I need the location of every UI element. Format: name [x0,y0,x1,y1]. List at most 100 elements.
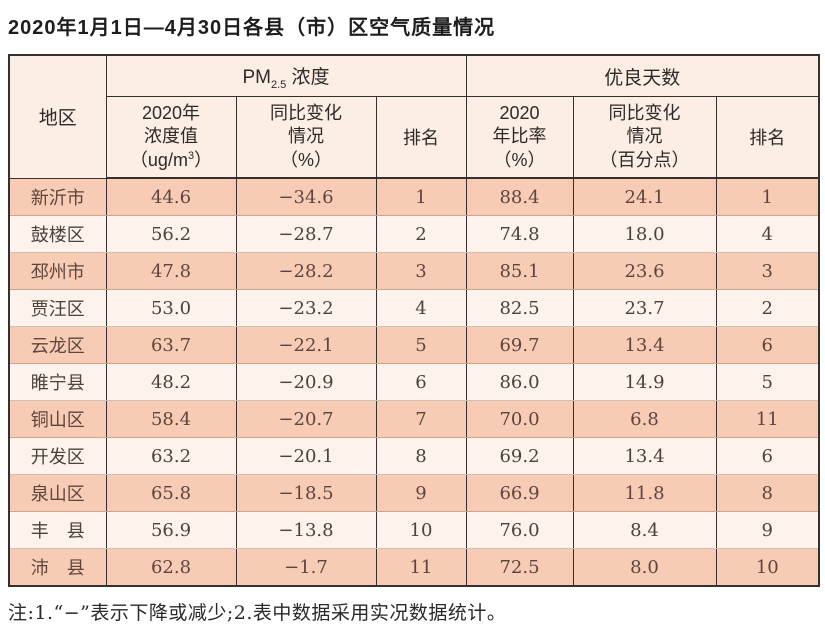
header-good-change-line2: 情况 [626,126,663,147]
table-row: 云龙区 63.7 −22.1 5 69.7 13.4 6 [8,326,820,364]
header-group-good-days: 优良天数 [465,55,820,97]
cell-good-change: 13.4 [572,326,716,364]
cell-pm-change: −20.7 [235,400,376,438]
cell-region: 铜山区 [8,400,106,438]
cell-good-rank: 4 [715,215,820,253]
cell-pm-rank: 6 [375,363,466,401]
header-good-change: 同比变化 情况 （百分点） [572,96,716,179]
cell-pm-change: −20.9 [235,363,376,401]
cell-pm-change: −13.8 [235,511,376,549]
cell-good-rank: 8 [715,474,820,512]
header-pm-change-line2: 情况 [288,126,324,147]
cell-pm-value: 63.7 [105,326,236,364]
cell-pm-value: 65.8 [105,474,236,512]
cell-pm-rank: 1 [375,178,466,216]
header-pm-value-line1: 2020年 [141,102,201,123]
cell-pm-value: 56.9 [105,511,236,549]
table-row: 开发区 63.2 −20.1 8 69.2 13.4 6 [8,437,820,475]
cell-pm-change: −20.1 [235,437,376,475]
cell-good-ratio: 82.5 [465,289,573,327]
cell-pm-change: −34.6 [235,178,376,216]
table-body: 新沂市 44.6 −34.6 1 88.4 24.1 1 鼓楼区 56.2 −28.7 2 74.8 1… [8,178,820,586]
unit-superscript: 3 [187,149,195,162]
header-sub-row: 2020年 浓度值 （ug/m3） 同比变化 情况 （%） 排名 2020 年比… [9,96,820,179]
cell-good-rank: 1 [715,178,820,216]
table-row: 铜山区 58.4 −20.7 7 70.0 6.8 11 [8,400,820,438]
cell-pm-rank: 8 [375,437,466,475]
cell-pm-change: −1.7 [235,548,376,586]
cell-good-ratio: 72.5 [465,548,573,586]
header-pm-change-line1: 同比变化 [270,102,342,123]
header-pm-value-line3: （ug/m3） [107,149,236,172]
cell-region: 丰 县 [8,511,106,549]
header-group-pm25: PM2.5 浓度 [105,55,466,97]
cell-region: 睢宁县 [8,363,106,401]
cell-pm-value: 62.8 [105,548,236,586]
cell-good-rank: 2 [715,289,820,327]
cell-region: 开发区 [8,437,106,475]
cell-good-ratio: 85.1 [465,252,573,290]
cell-good-ratio: 69.2 [465,437,573,475]
cell-good-rank: 5 [715,363,820,401]
pm25-label-main: PM [242,66,271,88]
header-pm-value-line2: 浓度值 [144,126,198,147]
header-good-ratio-line1: 2020 [499,102,540,123]
header-pm-value: 2020年 浓度值 （ug/m3） [105,96,236,179]
cell-good-ratio: 69.7 [465,326,573,364]
cell-region: 贾汪区 [8,289,106,327]
cell-good-change: 23.6 [572,252,716,290]
cell-region: 泉山区 [8,474,106,512]
header-good-change-line3: （百分点） [599,149,690,170]
table-row: 丰 县 56.9 −13.8 10 76.0 8.4 9 [8,511,820,549]
air-quality-table: 地区 PM2.5 浓度 优良天数 2020年 浓度值 （ug/m3） 同比变化 … [8,54,821,587]
cell-good-change: 13.4 [572,437,716,475]
cell-pm-rank: 11 [375,548,466,586]
footnote: 注:1.“−”表示下降或减少;2.表中数据采用实况数据统计。 [8,602,507,624]
table-row: 鼓楼区 56.2 −28.7 2 74.8 18.0 4 [8,215,820,253]
cell-good-change: 24.1 [572,178,716,216]
pm25-label-subscript: 2.5 [270,78,287,91]
table-row: 泉山区 65.8 −18.5 9 66.9 11.8 8 [8,474,820,512]
cell-region: 邳州市 [8,252,106,290]
header-group-row: 地区 PM2.5 浓度 优良天数 [8,55,820,179]
cell-good-change: 23.7 [572,289,716,327]
table-row: 睢宁县 48.2 −20.9 6 86.0 14.9 5 [8,363,820,401]
header-pm-rank: 排名 [375,96,466,179]
cell-pm-change: −18.5 [235,474,376,512]
pm25-label-rest: 浓度 [286,66,330,88]
cell-region: 新沂市 [8,178,106,216]
cell-pm-rank: 5 [375,326,466,364]
cell-pm-value: 58.4 [105,400,236,438]
cell-region: 沛 县 [8,548,106,586]
cell-good-ratio: 88.4 [465,178,573,216]
cell-pm-change: −28.7 [235,215,376,253]
cell-pm-value: 56.2 [105,215,236,253]
table-row: 贾汪区 53.0 −23.2 4 82.5 23.7 2 [8,289,820,327]
header-good-ratio: 2020 年比率 （%） [465,96,573,179]
cell-good-ratio: 66.9 [465,474,573,512]
cell-region: 云龙区 [8,326,106,364]
unit-text: （ug/m [129,149,188,170]
cell-good-change: 14.9 [572,363,716,401]
cell-good-rank: 6 [715,437,820,475]
cell-pm-rank: 3 [375,252,466,290]
cell-good-change: 8.0 [572,548,716,586]
cell-pm-value: 48.2 [105,363,236,401]
cell-pm-change: −28.2 [235,252,376,290]
table-row: 沛 县 62.8 −1.7 11 72.5 8.0 10 [8,548,820,586]
cell-pm-value: 53.0 [105,289,236,327]
table-header: 地区 PM2.5 浓度 优良天数 2020年 浓度值 （ug/m3） 同比变化 … [8,55,820,179]
header-good-rank: 排名 [715,96,820,179]
cell-pm-rank: 7 [375,400,466,438]
cell-good-change: 11.8 [572,474,716,512]
cell-good-rank: 6 [715,326,820,364]
unit-close: ） [194,149,213,170]
cell-good-change: 18.0 [572,215,716,253]
cell-good-rank: 9 [715,511,820,549]
header-pm-change-line3: （%） [279,149,332,170]
cell-good-ratio: 74.8 [465,215,573,253]
cell-good-rank: 3 [715,252,820,290]
table-row: 新沂市 44.6 −34.6 1 88.4 24.1 1 [8,178,820,216]
cell-pm-value: 63.2 [105,437,236,475]
page-title: 2020年1月1日—4月30日各县（市）区空气质量情况 [8,17,496,39]
